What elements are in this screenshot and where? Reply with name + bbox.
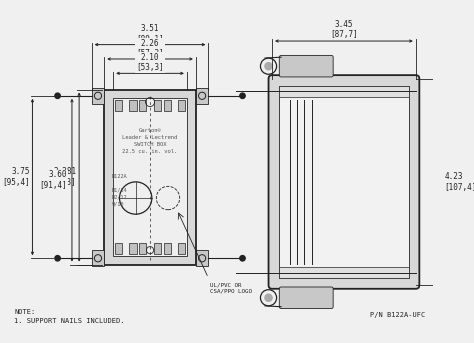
Bar <box>279 86 409 97</box>
FancyBboxPatch shape <box>279 56 333 77</box>
Bar <box>91 250 104 267</box>
Text: P/N B122A-UFC: P/N B122A-UFC <box>370 312 426 318</box>
Text: 3.45
[87,7]: 3.45 [87,7] <box>330 20 358 39</box>
Text: Garton®
Leader & Lectrend
SWITCH BOX
22.5 cu. in. vol.: Garton® Leader & Lectrend SWITCH BOX 22.… <box>122 128 178 154</box>
Text: 3.75
[95,4]: 3.75 [95,4] <box>2 167 30 187</box>
Bar <box>115 100 122 111</box>
Bar <box>139 243 146 254</box>
Text: NOTE:
1. SUPPORT NAILS INCLUDED.: NOTE: 1. SUPPORT NAILS INCLUDED. <box>15 309 125 324</box>
Bar <box>91 88 104 104</box>
Bar <box>178 100 185 111</box>
Bar <box>139 100 146 111</box>
Bar <box>164 243 171 254</box>
Bar <box>129 100 137 111</box>
Circle shape <box>55 256 60 261</box>
Text: 4.23
[107,4]: 4.23 [107,4] <box>445 172 474 192</box>
Circle shape <box>265 294 272 301</box>
Bar <box>279 86 409 278</box>
Text: B122A

B1/14
B2/12
9/10: B122A B1/14 B2/12 9/10 <box>111 174 127 206</box>
Bar <box>104 90 196 264</box>
Text: 2.10
[53,3]: 2.10 [53,3] <box>136 53 164 72</box>
Text: 3.281
[83,3]: 3.281 [83,3] <box>49 167 76 187</box>
Text: 2.26
[57,3]: 2.26 [57,3] <box>136 39 164 58</box>
Bar <box>154 243 161 254</box>
Bar <box>113 98 187 256</box>
Circle shape <box>55 93 60 98</box>
Bar <box>115 243 122 254</box>
Circle shape <box>240 93 245 98</box>
Bar <box>196 250 209 267</box>
Text: 3.60
[91,4]: 3.60 [91,4] <box>40 170 67 190</box>
Text: UL/PVC OR
CSA/PPO LOGO: UL/PVC OR CSA/PPO LOGO <box>210 283 252 293</box>
Circle shape <box>265 62 272 70</box>
Bar <box>196 88 209 104</box>
FancyBboxPatch shape <box>279 287 333 309</box>
Bar <box>279 267 409 278</box>
FancyBboxPatch shape <box>269 75 419 289</box>
Bar <box>129 243 137 254</box>
Text: 3.51
[89,1]: 3.51 [89,1] <box>136 24 164 44</box>
Bar <box>154 100 161 111</box>
Circle shape <box>240 256 245 261</box>
Bar <box>178 243 185 254</box>
Bar <box>164 100 171 111</box>
